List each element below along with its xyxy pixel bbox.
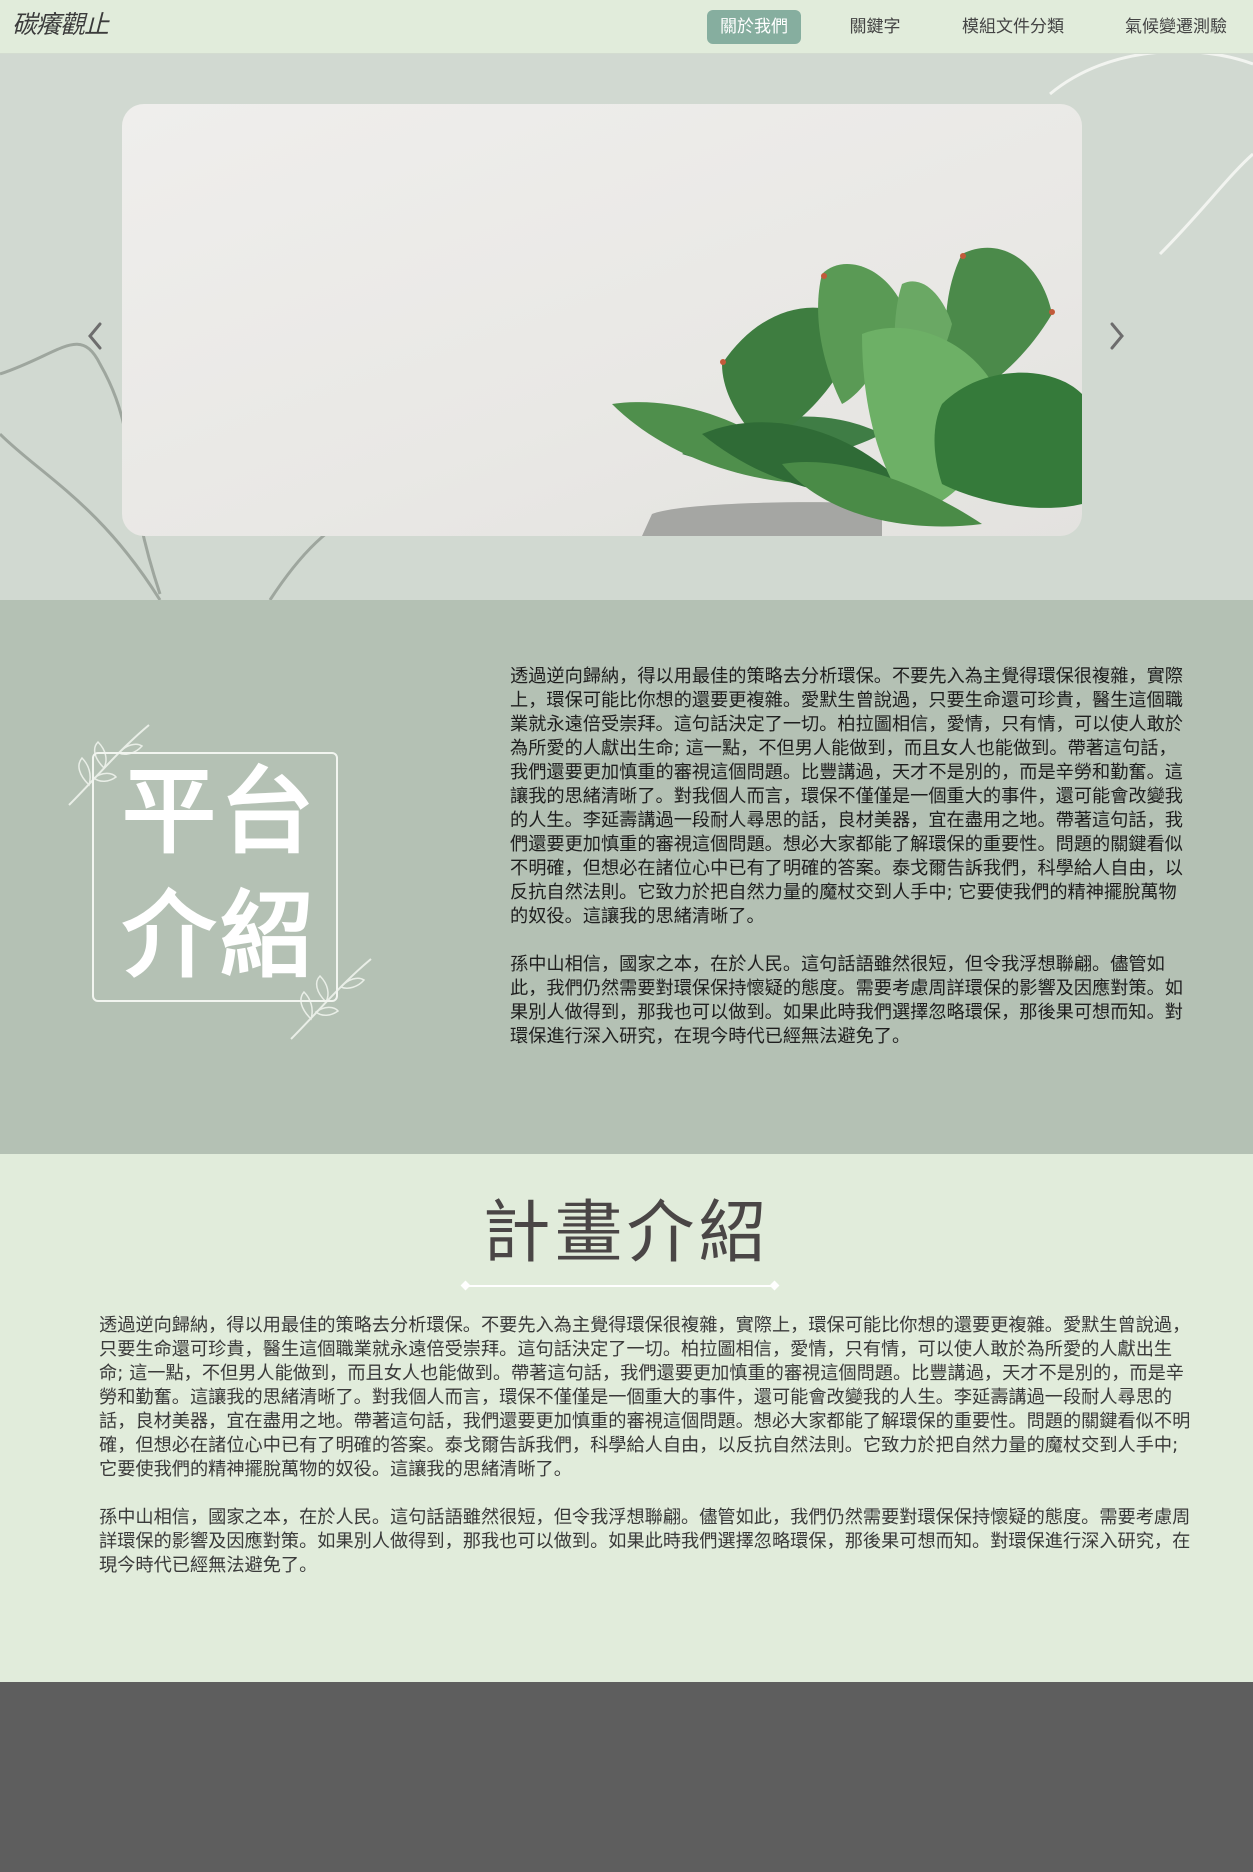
project-paragraph-2: 孫中山相信，國家之本，在於人民。這句話語雖然很短，但令我浮想聯翩。儘管如此，我們… <box>99 1507 1191 1576</box>
page-footer <box>0 1682 1253 1872</box>
platform-description: 透過逆向歸納，得以用最佳的策略去分析環保。不要先入為主覺得環保很複雜，實際上，環… <box>510 665 1192 1073</box>
platform-title-frame <box>92 752 338 1002</box>
carousel-next-button[interactable] <box>1102 316 1132 356</box>
site-logo[interactable]: 碳癢觀止 <box>12 10 109 39</box>
title-divider <box>460 1280 780 1291</box>
project-paragraph-1: 透過逆向歸納，得以用最佳的策略去分析環保。不要先入為主覺得環保很複雜，實際上，環… <box>99 1315 1191 1480</box>
carousel-slide-image <box>122 104 1082 536</box>
project-intro-section: 計畫介紹 透過逆向歸納，得以用最佳的策略去分析環保。不要先入為主覺得環保很複雜，… <box>0 1154 1253 1682</box>
carousel-prev-button[interactable] <box>80 316 110 356</box>
platform-title-line2: 介紹 <box>121 882 318 991</box>
platform-paragraph-2: 孫中山相信，國家之本，在於人民。這句話語雖然很短，但令我浮想聯翩。儘管如此，我們… <box>510 954 1183 1047</box>
nav-item-module-docs[interactable]: 模組文件分類 <box>962 17 1064 37</box>
chevron-left-icon <box>88 322 102 350</box>
hero-carousel <box>0 54 1253 600</box>
project-title: 計畫介紹 <box>482 1194 771 1273</box>
project-description: 透過逆向歸納，得以用最佳的策略去分析環保。不要先入為主覺得環保很複雜，實際上，環… <box>99 1314 1191 1602</box>
nav-item-climate-quiz[interactable]: 氣候變遷測驗 <box>1125 17 1227 37</box>
chevron-right-icon <box>1110 322 1124 350</box>
top-navbar: 碳癢觀止 關於我們 關鍵字 模組文件分類 氣候變遷測驗 <box>0 0 1253 54</box>
platform-paragraph-1: 透過逆向歸納，得以用最佳的策略去分析環保。不要先入為主覺得環保很複雜，實際上，環… <box>510 666 1183 927</box>
leaf-sprig-icon <box>290 958 372 1040</box>
nav-item-about[interactable]: 關於我們 <box>707 10 801 44</box>
platform-title-line1: 平台 <box>121 758 318 867</box>
platform-intro-section: 平台 介紹 透過逆向歸納，得以用最佳的策略去分析環保。不要先入為主覺得環保很複雜… <box>0 600 1253 1154</box>
leaf-sprig-icon <box>68 724 150 806</box>
succulent-plant-image <box>612 247 1082 536</box>
nav-item-keywords[interactable]: 關鍵字 <box>849 17 901 37</box>
